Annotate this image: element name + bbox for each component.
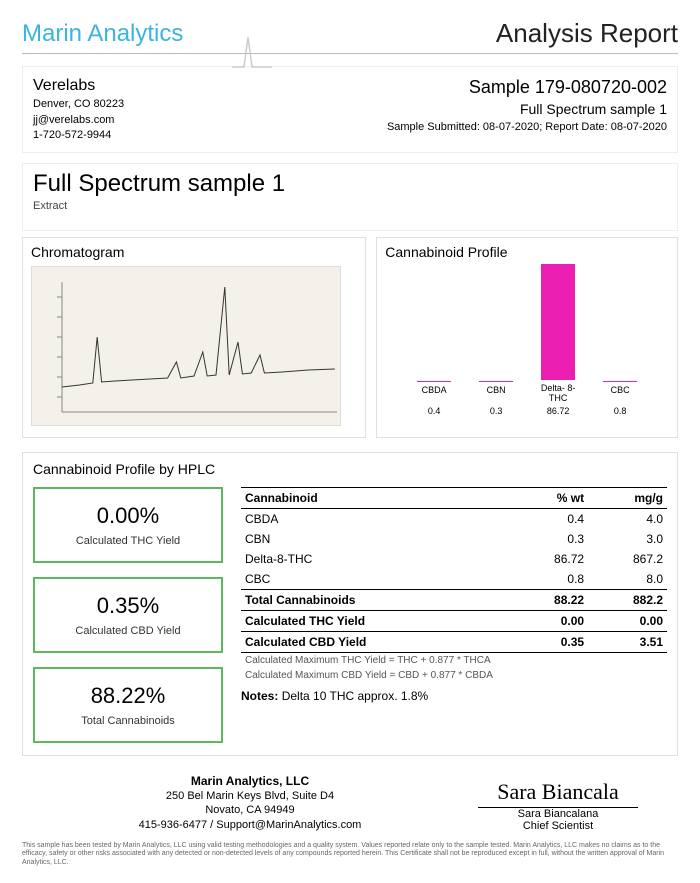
client-name: Verelabs <box>33 75 124 97</box>
signature-title: Chief Scientist <box>458 820 658 832</box>
yield-box: 0.35% Calculated CBD Yield <box>33 577 223 653</box>
col-mg: mg/g <box>588 487 667 508</box>
table-row: CBDA0.44.0 <box>241 508 667 529</box>
bar-label: CBN <box>487 386 506 404</box>
signature-block: Sara Biancala Sara Biancalana Chief Scie… <box>458 779 658 832</box>
col-wt: % wt <box>509 487 588 508</box>
footer-contact: 415-936-6477 / Support@MarinAnalytics.co… <box>42 818 458 832</box>
yield-column: 0.00% Calculated THC Yield 0.35% Calculated… <box>33 487 223 743</box>
bar-value: 0.4 <box>428 406 441 416</box>
sample-name: Full Spectrum sample 1 <box>387 100 667 120</box>
client-city: Denver, CO 80223 <box>33 97 124 112</box>
table-row: CBC0.88.0 <box>241 569 667 590</box>
bar <box>541 264 575 380</box>
notes-text: Delta 10 THC approx. 1.8% <box>282 689 429 703</box>
cannabinoid-table: Cannabinoid % wt mg/g CBDA0.44.0CBN0.33.… <box>241 487 667 683</box>
yield-box: 0.00% Calculated THC Yield <box>33 487 223 563</box>
yield-box: 88.22% Total Cannabinoids <box>33 667 223 743</box>
bar-col: CBN 0.3 <box>476 381 516 416</box>
client-phone: 1-720-572-9944 <box>33 128 124 143</box>
footer-address: Marin Analytics, LLC 250 Bel Marin Keys … <box>42 774 458 832</box>
table-row: CBN0.33.0 <box>241 529 667 549</box>
sample-title: Full Spectrum sample 1 <box>33 170 667 198</box>
bar-label: Delta- 8-THC <box>538 384 578 404</box>
sample-dates: Sample Submitted: 08-07-2020; Report Dat… <box>387 120 667 135</box>
bar-value: 86.72 <box>547 406 570 416</box>
bar-value: 0.3 <box>490 406 503 416</box>
profile-title: Cannabinoid Profile <box>385 244 669 260</box>
chromatogram-chart <box>31 266 341 426</box>
logo-spike-icon <box>232 32 272 72</box>
panels-row: Chromatogram Cannabinoid Profile CBDA 0.4… <box>22 237 678 438</box>
bar-label: CBC <box>611 386 630 404</box>
report-header: Marin Analytics Analysis Report <box>22 18 678 54</box>
chromatogram-title: Chromatogram <box>31 244 357 260</box>
profile-panel: Cannabinoid Profile CBDA 0.4 CBN 0.3 Delta- … <box>376 237 678 438</box>
client-email: jj@verelabs.com <box>33 113 124 128</box>
bar <box>479 381 513 382</box>
chromatogram-panel: Chromatogram <box>22 237 366 438</box>
profile-chart: CBDA 0.4 CBN 0.3 Delta- 8-THC 86.72 CBC 0.8 <box>385 266 669 416</box>
yield-value: 0.00% <box>45 503 211 529</box>
sample-title-block: Full Spectrum sample 1 Extract <box>22 163 678 231</box>
yield-value: 88.22% <box>45 683 211 709</box>
footer-addr2: Novato, CA 94949 <box>42 803 458 817</box>
report-title: Analysis Report <box>496 18 678 49</box>
hplc-title: Cannabinoid Profile by HPLC <box>33 461 667 477</box>
hplc-section: Cannabinoid Profile by HPLC 0.00% Calcula… <box>22 452 678 756</box>
sample-type: Extract <box>33 200 667 212</box>
bar-value: 0.8 <box>614 406 627 416</box>
table-row: Calculated THC Yield0.000.00 <box>241 610 667 631</box>
bar-label: CBDA <box>422 386 447 404</box>
company-logo: Marin Analytics <box>22 20 183 48</box>
notes-label: Notes: <box>241 689 278 703</box>
signature-name: Sara Biancalana <box>458 808 658 820</box>
table-row: Delta-8-THC86.72867.2 <box>241 549 667 569</box>
yield-label: Calculated THC Yield <box>45 535 211 547</box>
col-cannabinoid: Cannabinoid <box>241 487 509 508</box>
disclaimer: This sample has been tested by Marin Ana… <box>22 842 678 867</box>
sample-block: Sample 179-080720-002 Full Spectrum samp… <box>387 75 667 144</box>
bar-col: Delta- 8-THC 86.72 <box>538 264 578 415</box>
yield-value: 0.35% <box>45 593 211 619</box>
table-row: Calculated CBD Yield0.353.51 <box>241 631 667 652</box>
sample-id: Sample 179-080720-002 <box>387 75 667 100</box>
yield-label: Calculated CBD Yield <box>45 625 211 637</box>
notes-row: Notes: Delta 10 THC approx. 1.8% <box>241 689 667 703</box>
info-row: Verelabs Denver, CO 80223 jj@verelabs.co… <box>22 66 678 153</box>
table-row: Total Cannabinoids88.22882.2 <box>241 589 667 610</box>
bar <box>603 381 637 382</box>
yield-label: Total Cannabinoids <box>45 715 211 727</box>
signature-script: Sara Biancala <box>478 779 638 808</box>
footer-company: Marin Analytics, LLC <box>42 774 458 790</box>
table-column: Cannabinoid % wt mg/g CBDA0.44.0CBN0.33.… <box>241 487 667 743</box>
table-header-row: Cannabinoid % wt mg/g <box>241 487 667 508</box>
footer-addr1: 250 Bel Marin Keys Blvd, Suite D4 <box>42 789 458 803</box>
footer: Marin Analytics, LLC 250 Bel Marin Keys … <box>22 774 678 832</box>
client-block: Verelabs Denver, CO 80223 jj@verelabs.co… <box>33 75 124 144</box>
table-body: CBDA0.44.0CBN0.33.0Delta-8-THC86.72867.2… <box>241 508 667 683</box>
bar <box>417 381 451 382</box>
bar-col: CBDA 0.4 <box>414 381 454 416</box>
bar-col: CBC 0.8 <box>600 381 640 416</box>
